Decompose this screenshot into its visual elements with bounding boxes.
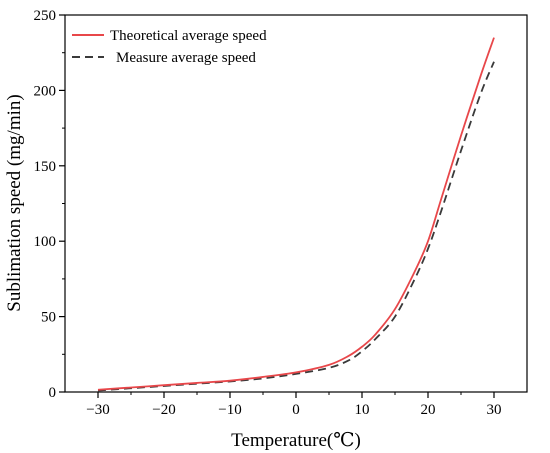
y-tick-label: 0 — [49, 385, 57, 401]
y-tick-label: 100 — [34, 234, 57, 250]
y-tick-label: 150 — [34, 159, 57, 175]
y-tick-label: 250 — [34, 8, 57, 24]
series-line-theoretical — [97, 37, 495, 391]
x-tick-label: 20 — [421, 402, 436, 418]
legend-label-measured: Measure average speed — [116, 50, 256, 66]
y-axis-title: Sublimation speed (mg/min) — [4, 94, 25, 311]
legend-label-theoretical: Theoretical average speed — [110, 28, 267, 44]
x-axis-title: Temperature(℃) — [231, 430, 361, 451]
x-tick-label: −30 — [86, 402, 109, 418]
legend: Theoretical average speed Measure averag… — [68, 20, 280, 68]
plot-area — [97, 37, 495, 392]
plot-frame — [64, 14, 528, 393]
x-tick-label: −10 — [218, 402, 241, 418]
x-tick-label: 0 — [292, 402, 300, 418]
x-axis: −30 −20 −10 0 10 20 30 — [86, 392, 502, 418]
y-tick-label: 50 — [41, 310, 56, 326]
series-line-measured — [97, 61, 495, 392]
x-tick-label: 10 — [355, 402, 370, 418]
legend-box — [68, 20, 280, 68]
x-tick-label: −20 — [152, 402, 175, 418]
x-tick-label: 30 — [487, 402, 502, 418]
y-axis: 0 50 100 150 200 250 — [34, 8, 65, 401]
y-tick-label: 200 — [34, 83, 57, 99]
